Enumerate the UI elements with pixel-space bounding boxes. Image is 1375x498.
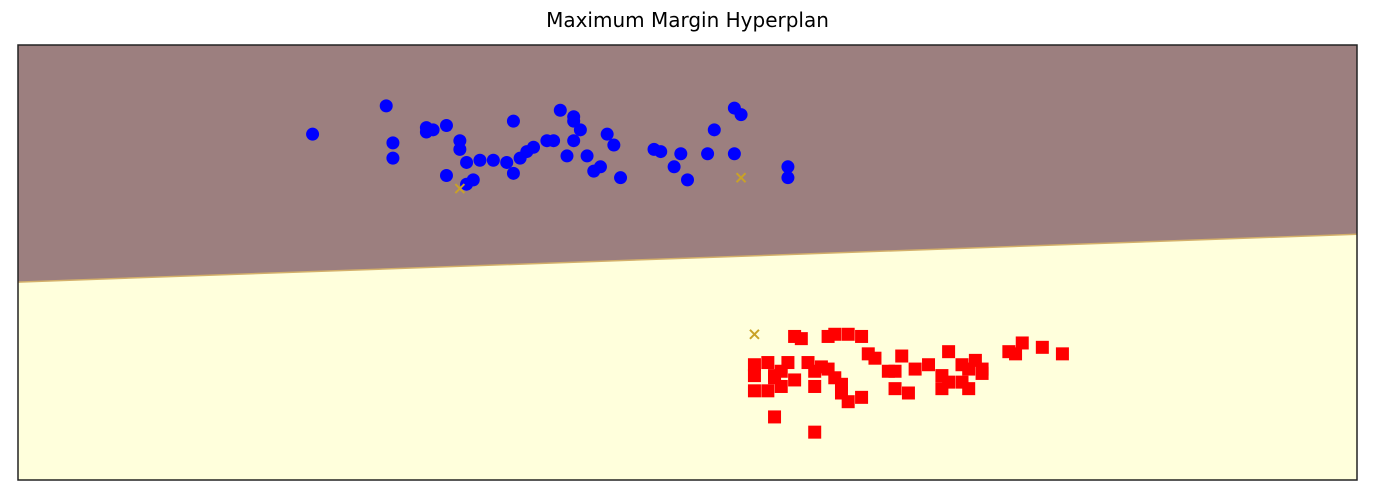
data-point-square bbox=[942, 375, 956, 389]
data-point-square bbox=[761, 384, 775, 398]
support-vector-marker bbox=[735, 172, 747, 183]
data-point-square bbox=[808, 425, 822, 439]
data-point-square bbox=[788, 373, 802, 387]
data-point-circle bbox=[527, 140, 541, 154]
data-point-square bbox=[808, 379, 822, 393]
data-point-circle bbox=[560, 149, 574, 163]
data-point-circle bbox=[553, 103, 567, 117]
chart-title: Maximum Margin Hyperplan bbox=[546, 8, 829, 32]
data-point-square bbox=[747, 384, 761, 398]
watermark: https://blog.csdn.net/qq_41000792 bbox=[1126, 481, 1355, 496]
data-point-square bbox=[942, 345, 956, 359]
data-point-square bbox=[901, 386, 915, 400]
data-point-square bbox=[1015, 336, 1029, 350]
data-point-circle bbox=[614, 171, 628, 185]
data-point-square bbox=[1009, 347, 1023, 361]
data-point-square bbox=[1055, 347, 1069, 361]
data-point-square bbox=[975, 362, 989, 376]
data-point-circle bbox=[567, 134, 581, 148]
support-vector-stroke bbox=[454, 183, 466, 194]
region-upper bbox=[18, 45, 1357, 283]
data-point-square bbox=[747, 369, 761, 383]
data-point-square bbox=[855, 390, 869, 404]
support-vectors bbox=[454, 172, 760, 340]
data-point-circle bbox=[473, 153, 487, 167]
decision-boundary bbox=[17, 233, 1358, 283]
data-point-circle bbox=[453, 142, 467, 156]
data-point-circle bbox=[734, 108, 748, 122]
support-vector-stroke bbox=[749, 329, 760, 340]
support-vector-marker bbox=[454, 183, 466, 194]
data-point-circle bbox=[707, 123, 721, 137]
data-point-circle bbox=[386, 151, 400, 165]
data-point-circle bbox=[439, 169, 453, 182]
data-point-square bbox=[888, 382, 902, 396]
data-point-circle bbox=[727, 147, 741, 161]
data-point-circle bbox=[466, 173, 480, 187]
data-point-circle bbox=[506, 166, 520, 180]
data-point-circle bbox=[580, 149, 594, 163]
data-point-square bbox=[895, 349, 909, 363]
data-point-square bbox=[868, 351, 882, 365]
data-point-square bbox=[774, 364, 788, 378]
data-point-square bbox=[747, 358, 761, 372]
data-point-circle bbox=[681, 173, 694, 187]
support-vector-stroke bbox=[735, 172, 747, 183]
plot-frame bbox=[17, 44, 1358, 481]
data-point-circle bbox=[506, 114, 520, 128]
data-point-square bbox=[821, 329, 835, 343]
data-point-circle bbox=[439, 118, 453, 132]
data-point-square bbox=[761, 356, 775, 370]
data-point-circle bbox=[781, 160, 795, 174]
decision-regions bbox=[17, 45, 1358, 480]
data-point-circle bbox=[547, 134, 561, 148]
data-point-circle bbox=[379, 99, 393, 113]
data-point-circle bbox=[386, 136, 400, 150]
support-vector-marker bbox=[749, 329, 760, 340]
data-point-square bbox=[841, 327, 855, 341]
data-point-circle bbox=[654, 145, 668, 159]
data-point-circle bbox=[701, 147, 715, 161]
data-point-square bbox=[794, 332, 808, 346]
data-point-circle bbox=[486, 153, 500, 167]
data-point-circle bbox=[426, 123, 440, 137]
data-point-square bbox=[888, 364, 902, 378]
data-point-circle bbox=[460, 155, 474, 169]
data-point-square bbox=[908, 362, 922, 376]
data-point-square bbox=[774, 379, 788, 393]
data-point-square bbox=[922, 358, 936, 372]
data-point-circle bbox=[674, 147, 688, 161]
data-point-square bbox=[768, 410, 782, 424]
data-point-square bbox=[1035, 340, 1049, 354]
data-point-circle bbox=[667, 160, 681, 174]
data-point-circle bbox=[607, 138, 621, 152]
data-point-circle bbox=[781, 171, 795, 185]
data-point-square bbox=[962, 382, 976, 396]
data-points bbox=[306, 99, 1069, 439]
data-point-circle bbox=[573, 123, 587, 137]
data-point-circle bbox=[593, 160, 607, 174]
data-point-square bbox=[855, 329, 869, 343]
data-point-circle bbox=[600, 127, 614, 141]
data-point-circle bbox=[567, 110, 581, 124]
data-point-circle bbox=[500, 155, 514, 169]
data-point-square bbox=[841, 395, 855, 409]
data-point-circle bbox=[306, 127, 320, 141]
